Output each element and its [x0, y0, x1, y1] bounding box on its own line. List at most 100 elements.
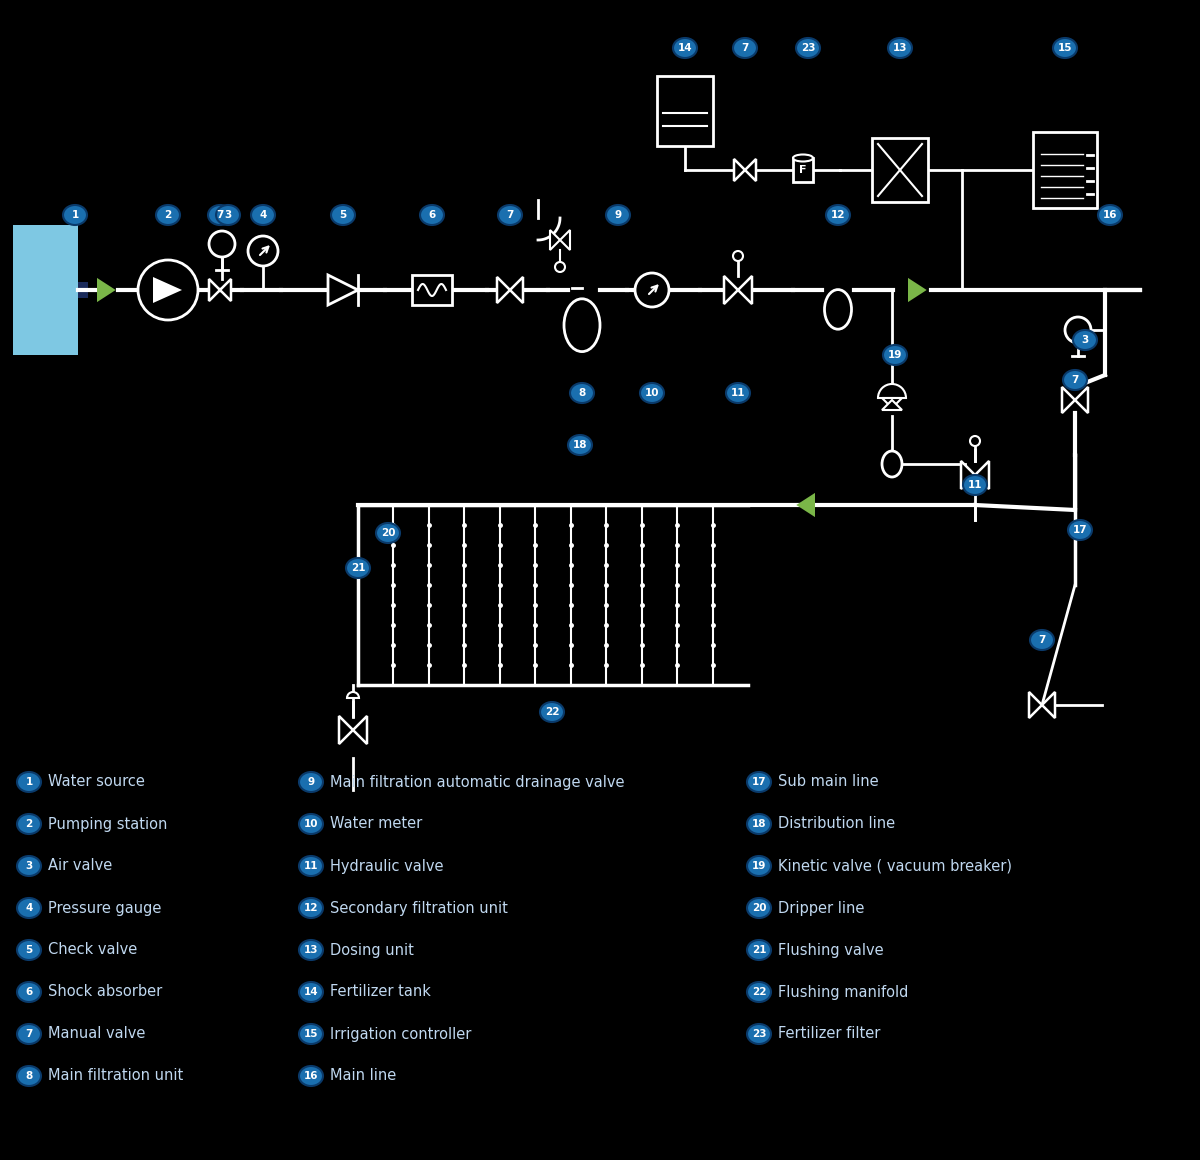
Text: 7: 7 — [216, 210, 223, 220]
Polygon shape — [340, 716, 353, 744]
Ellipse shape — [1073, 329, 1097, 350]
Ellipse shape — [17, 773, 41, 792]
Text: 4: 4 — [25, 902, 32, 913]
Bar — [793, 158, 814, 182]
Polygon shape — [560, 230, 570, 251]
Text: Hydraulic valve: Hydraulic valve — [330, 858, 444, 873]
Text: 6: 6 — [25, 987, 32, 996]
Ellipse shape — [216, 205, 240, 225]
Ellipse shape — [1030, 630, 1054, 650]
Ellipse shape — [299, 856, 323, 876]
Text: 3: 3 — [25, 861, 32, 871]
Polygon shape — [734, 159, 745, 181]
Polygon shape — [738, 276, 752, 304]
Text: Irrigation controller: Irrigation controller — [330, 1027, 472, 1042]
Ellipse shape — [746, 898, 772, 918]
Circle shape — [970, 436, 980, 445]
Text: Water source: Water source — [48, 775, 145, 790]
Text: Water meter: Water meter — [330, 817, 422, 832]
Text: Air valve: Air valve — [48, 858, 113, 873]
Text: 2: 2 — [25, 819, 32, 829]
Ellipse shape — [1098, 205, 1122, 225]
Text: Shock absorber: Shock absorber — [48, 985, 162, 1000]
Text: Secondary filtration unit: Secondary filtration unit — [330, 900, 508, 915]
Polygon shape — [209, 280, 220, 300]
Text: 13: 13 — [304, 945, 318, 955]
Text: Dripper line: Dripper line — [778, 900, 864, 915]
Circle shape — [248, 235, 278, 266]
Ellipse shape — [964, 474, 986, 495]
Polygon shape — [1042, 693, 1055, 718]
Bar — [1033, 132, 1097, 208]
Text: 20: 20 — [751, 902, 767, 913]
Ellipse shape — [733, 38, 757, 58]
Bar — [13, 225, 78, 355]
Ellipse shape — [156, 205, 180, 225]
Text: 3: 3 — [1081, 335, 1088, 345]
Text: 2: 2 — [164, 210, 172, 220]
Text: 5: 5 — [340, 210, 347, 220]
Circle shape — [554, 262, 565, 271]
Text: 22: 22 — [545, 706, 559, 717]
Circle shape — [635, 273, 670, 307]
Ellipse shape — [420, 205, 444, 225]
Text: 6: 6 — [428, 210, 436, 220]
Ellipse shape — [673, 38, 697, 58]
Text: Manual valve: Manual valve — [48, 1027, 145, 1042]
Ellipse shape — [299, 1024, 323, 1044]
Wedge shape — [878, 384, 906, 398]
Text: 3: 3 — [224, 210, 232, 220]
Ellipse shape — [299, 773, 323, 792]
Text: 5: 5 — [25, 945, 32, 955]
Text: 4: 4 — [259, 210, 266, 220]
Ellipse shape — [331, 205, 355, 225]
Ellipse shape — [564, 299, 600, 351]
Ellipse shape — [883, 345, 907, 365]
Circle shape — [209, 231, 235, 258]
Circle shape — [1066, 317, 1091, 343]
Text: Main filtration automatic drainage valve: Main filtration automatic drainage valve — [330, 775, 624, 790]
Text: 21: 21 — [751, 945, 767, 955]
Ellipse shape — [251, 205, 275, 225]
Text: 21: 21 — [350, 563, 365, 573]
Ellipse shape — [17, 1024, 41, 1044]
Bar — [872, 138, 928, 202]
Polygon shape — [328, 275, 358, 305]
Wedge shape — [347, 693, 359, 698]
Polygon shape — [974, 461, 989, 490]
Ellipse shape — [299, 898, 323, 918]
Polygon shape — [497, 277, 510, 303]
Text: 8: 8 — [578, 387, 586, 398]
Ellipse shape — [888, 38, 912, 58]
Text: 16: 16 — [304, 1071, 318, 1081]
Text: 19: 19 — [888, 350, 902, 360]
Text: Main filtration unit: Main filtration unit — [48, 1068, 184, 1083]
Ellipse shape — [376, 523, 400, 543]
Ellipse shape — [570, 383, 594, 403]
Text: 11: 11 — [967, 480, 983, 490]
Ellipse shape — [746, 940, 772, 960]
Text: 12: 12 — [304, 902, 318, 913]
Text: 18: 18 — [751, 819, 767, 829]
Polygon shape — [908, 278, 926, 302]
Text: Kinetic valve ( vacuum breaker): Kinetic valve ( vacuum breaker) — [778, 858, 1012, 873]
Text: 14: 14 — [304, 987, 318, 996]
Text: 16: 16 — [1103, 210, 1117, 220]
Bar — [576, 304, 589, 317]
Text: Pumping station: Pumping station — [48, 817, 167, 832]
Ellipse shape — [1063, 370, 1087, 390]
Ellipse shape — [17, 983, 41, 1002]
Ellipse shape — [796, 38, 820, 58]
Bar — [658, 77, 713, 146]
Text: 14: 14 — [678, 43, 692, 53]
Text: 10: 10 — [644, 387, 659, 398]
Polygon shape — [797, 493, 815, 517]
Text: Flushing manifold: Flushing manifold — [778, 985, 908, 1000]
Text: 9: 9 — [614, 210, 622, 220]
Polygon shape — [1030, 693, 1042, 718]
Text: 17: 17 — [1073, 525, 1087, 535]
Text: 18: 18 — [572, 440, 587, 450]
Text: Dosing unit: Dosing unit — [330, 942, 414, 957]
Ellipse shape — [746, 1024, 772, 1044]
Ellipse shape — [540, 702, 564, 722]
